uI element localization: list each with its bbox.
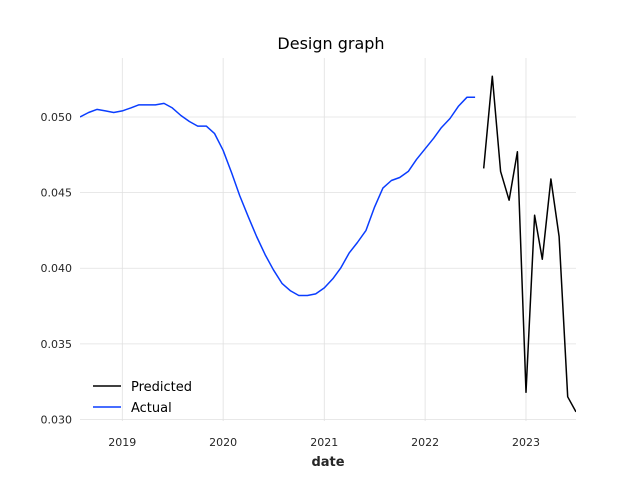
x-axis: 2019 2020 2021 2022 2023 [108, 436, 540, 449]
x-tick-label: 2023 [512, 436, 540, 449]
plot-area [80, 75, 576, 413]
x-tick-label: 2019 [108, 436, 136, 449]
x-tick-label: 2022 [411, 436, 439, 449]
y-tick-label: 0.045 [41, 187, 73, 200]
legend: Predicted Actual [93, 380, 192, 416]
x-tick-label: 2021 [310, 436, 338, 449]
grid [80, 58, 576, 421]
legend-label-actual: Actual [131, 401, 172, 416]
x-tick-label: 2020 [209, 436, 237, 449]
y-tick-label: 0.050 [41, 111, 73, 124]
chart-title: Design graph [277, 34, 384, 53]
y-tick-label: 0.030 [41, 413, 73, 426]
series-line-actual [80, 96, 476, 297]
y-tick-label: 0.035 [41, 338, 73, 351]
series-line-predicted [482, 75, 576, 413]
y-tick-label: 0.040 [41, 262, 73, 275]
y-axis: 0.030 0.035 0.040 0.045 0.050 [41, 111, 73, 426]
x-axis-label: date [311, 455, 344, 470]
legend-label-predicted: Predicted [131, 380, 192, 395]
